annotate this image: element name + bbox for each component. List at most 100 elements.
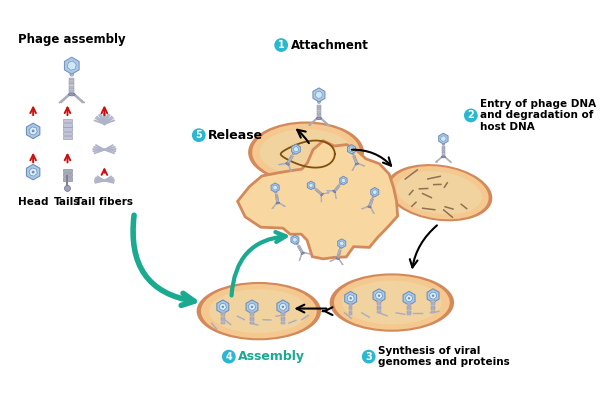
Polygon shape <box>338 253 340 255</box>
Bar <box>431 306 435 308</box>
Bar <box>377 303 381 305</box>
Polygon shape <box>439 133 448 144</box>
Ellipse shape <box>340 247 341 249</box>
Polygon shape <box>70 84 74 87</box>
Polygon shape <box>70 91 74 93</box>
Circle shape <box>349 297 352 299</box>
Polygon shape <box>317 112 321 114</box>
Polygon shape <box>317 114 321 115</box>
Bar <box>221 311 224 314</box>
Polygon shape <box>70 87 74 89</box>
Text: Synthesis of viral
genomes and proteins: Synthesis of viral genomes and proteins <box>378 346 510 367</box>
Polygon shape <box>26 164 40 180</box>
Polygon shape <box>317 115 321 117</box>
Polygon shape <box>298 246 301 248</box>
Polygon shape <box>70 80 74 82</box>
Polygon shape <box>341 178 346 183</box>
Polygon shape <box>246 300 258 314</box>
Bar <box>281 317 284 319</box>
Polygon shape <box>275 195 278 197</box>
Polygon shape <box>317 108 321 110</box>
Ellipse shape <box>260 129 352 176</box>
Polygon shape <box>290 155 293 157</box>
Bar <box>63 119 72 122</box>
Polygon shape <box>371 198 374 200</box>
Polygon shape <box>217 300 229 314</box>
Bar <box>377 301 381 303</box>
Polygon shape <box>299 249 302 251</box>
Circle shape <box>274 37 289 53</box>
Polygon shape <box>345 291 356 305</box>
Text: Tails: Tails <box>54 197 80 207</box>
Polygon shape <box>442 152 445 153</box>
Ellipse shape <box>292 153 295 155</box>
Polygon shape <box>369 202 372 204</box>
Polygon shape <box>307 181 315 190</box>
Bar <box>63 173 72 176</box>
Bar <box>281 319 284 321</box>
Circle shape <box>361 349 376 364</box>
Polygon shape <box>315 189 317 191</box>
Polygon shape <box>293 147 299 152</box>
Polygon shape <box>442 149 445 150</box>
Polygon shape <box>442 155 445 156</box>
Ellipse shape <box>355 163 359 165</box>
Bar <box>431 311 435 313</box>
Polygon shape <box>355 162 358 164</box>
Bar <box>431 301 435 303</box>
Ellipse shape <box>368 206 371 208</box>
Text: Entry of phage DNA
and degradation of
host DNA: Entry of phage DNA and degradation of ho… <box>480 99 596 132</box>
Ellipse shape <box>252 124 360 181</box>
Polygon shape <box>317 107 321 108</box>
Polygon shape <box>317 110 321 112</box>
Polygon shape <box>297 245 300 247</box>
Bar <box>221 314 224 316</box>
Polygon shape <box>338 250 341 252</box>
Polygon shape <box>317 105 321 107</box>
Polygon shape <box>370 201 373 203</box>
Polygon shape <box>275 194 278 196</box>
Polygon shape <box>277 300 289 314</box>
Polygon shape <box>442 150 445 152</box>
Polygon shape <box>347 145 356 154</box>
Ellipse shape <box>317 100 320 103</box>
Polygon shape <box>371 188 379 197</box>
Text: Attachment: Attachment <box>290 38 368 51</box>
Polygon shape <box>301 251 304 253</box>
Polygon shape <box>276 199 278 200</box>
Polygon shape <box>442 153 445 155</box>
Text: 2: 2 <box>467 110 474 120</box>
Circle shape <box>191 127 206 143</box>
Polygon shape <box>339 241 344 246</box>
Polygon shape <box>354 160 357 161</box>
Polygon shape <box>338 184 340 187</box>
Polygon shape <box>370 200 373 202</box>
Ellipse shape <box>334 275 450 330</box>
Polygon shape <box>349 147 354 152</box>
Circle shape <box>378 294 380 297</box>
Polygon shape <box>353 157 356 159</box>
Polygon shape <box>287 161 290 164</box>
Polygon shape <box>337 255 340 257</box>
Ellipse shape <box>397 171 482 214</box>
Polygon shape <box>290 156 293 158</box>
Polygon shape <box>335 188 338 190</box>
Bar <box>377 308 381 310</box>
Bar <box>407 308 411 310</box>
Polygon shape <box>313 88 325 102</box>
Circle shape <box>408 297 410 299</box>
Ellipse shape <box>201 284 317 338</box>
Bar <box>221 317 224 319</box>
Polygon shape <box>299 248 302 250</box>
Bar <box>407 311 411 313</box>
Polygon shape <box>29 127 37 135</box>
Polygon shape <box>67 61 76 70</box>
Text: Tail fibers: Tail fibers <box>76 197 133 207</box>
Bar <box>349 311 352 313</box>
Polygon shape <box>315 91 323 99</box>
Circle shape <box>32 130 35 132</box>
Bar <box>221 322 224 324</box>
Text: 3: 3 <box>365 352 372 362</box>
Polygon shape <box>291 235 299 245</box>
Bar <box>63 177 72 181</box>
